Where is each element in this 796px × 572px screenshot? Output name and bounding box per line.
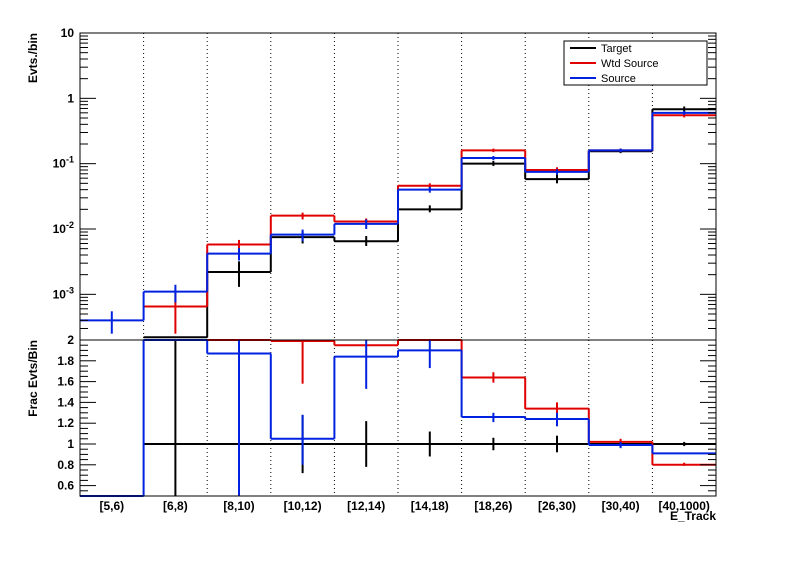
top-series bbox=[80, 106, 716, 339]
x-axis-title: E_Track bbox=[670, 509, 716, 523]
x-tick-label: [10,12) bbox=[284, 499, 322, 513]
legend-label: Target bbox=[601, 43, 632, 55]
x-tick-label: [6,8) bbox=[163, 499, 188, 513]
legend-label: Source bbox=[601, 73, 636, 85]
x-tick-label: [14,18) bbox=[411, 499, 449, 513]
bottom-y-tick-label: 1.2 bbox=[57, 416, 74, 430]
top-y-tick-label: 10-1 bbox=[53, 155, 74, 171]
x-tick-label: [18,26) bbox=[474, 499, 512, 513]
bottom-y-tick-label: 2 bbox=[67, 333, 74, 347]
x-tick-label: [26,30) bbox=[538, 499, 576, 513]
labels: 10-3 10-2 10-1 1 10 0.6 0.8 1 1.2 1.4 1.6 1.8 2 [5,6)… bbox=[26, 26, 716, 523]
x-tick-label: [8,10) bbox=[223, 499, 254, 513]
top-y-tick-label: 10-3 bbox=[53, 285, 74, 301]
top-y-axis-title: Evts./bin bbox=[26, 33, 40, 83]
top-y-tick-label: 10 bbox=[61, 26, 75, 40]
axes bbox=[79, 32, 717, 497]
bottom-y-axis-title: Frac Evts/Bin bbox=[26, 340, 40, 417]
legend-label: Wtd Source bbox=[601, 58, 658, 70]
bottom-y-tick-label: 0.8 bbox=[57, 458, 74, 472]
x-tick-label: [5,6) bbox=[99, 499, 124, 513]
x-tick-label: [40,1000) bbox=[659, 499, 710, 513]
bottom-grid bbox=[143, 340, 653, 496]
bottom-y-tick-label: 1.4 bbox=[57, 395, 74, 409]
bottom-y-tick-label: 0.6 bbox=[57, 479, 74, 493]
top-y-tick-label: 10-2 bbox=[53, 220, 74, 236]
bottom-y-tick-label: 1.6 bbox=[57, 375, 74, 389]
x-tick-label: [12,14) bbox=[347, 499, 385, 513]
bottom-y-tick-label: 1.8 bbox=[57, 354, 74, 368]
x-tick-label: [30,40) bbox=[602, 499, 640, 513]
legend: Target Wtd Source Source bbox=[563, 40, 708, 86]
bottom-y-tick-label: 1 bbox=[67, 437, 74, 451]
top-y-tick-label: 1 bbox=[67, 91, 74, 105]
